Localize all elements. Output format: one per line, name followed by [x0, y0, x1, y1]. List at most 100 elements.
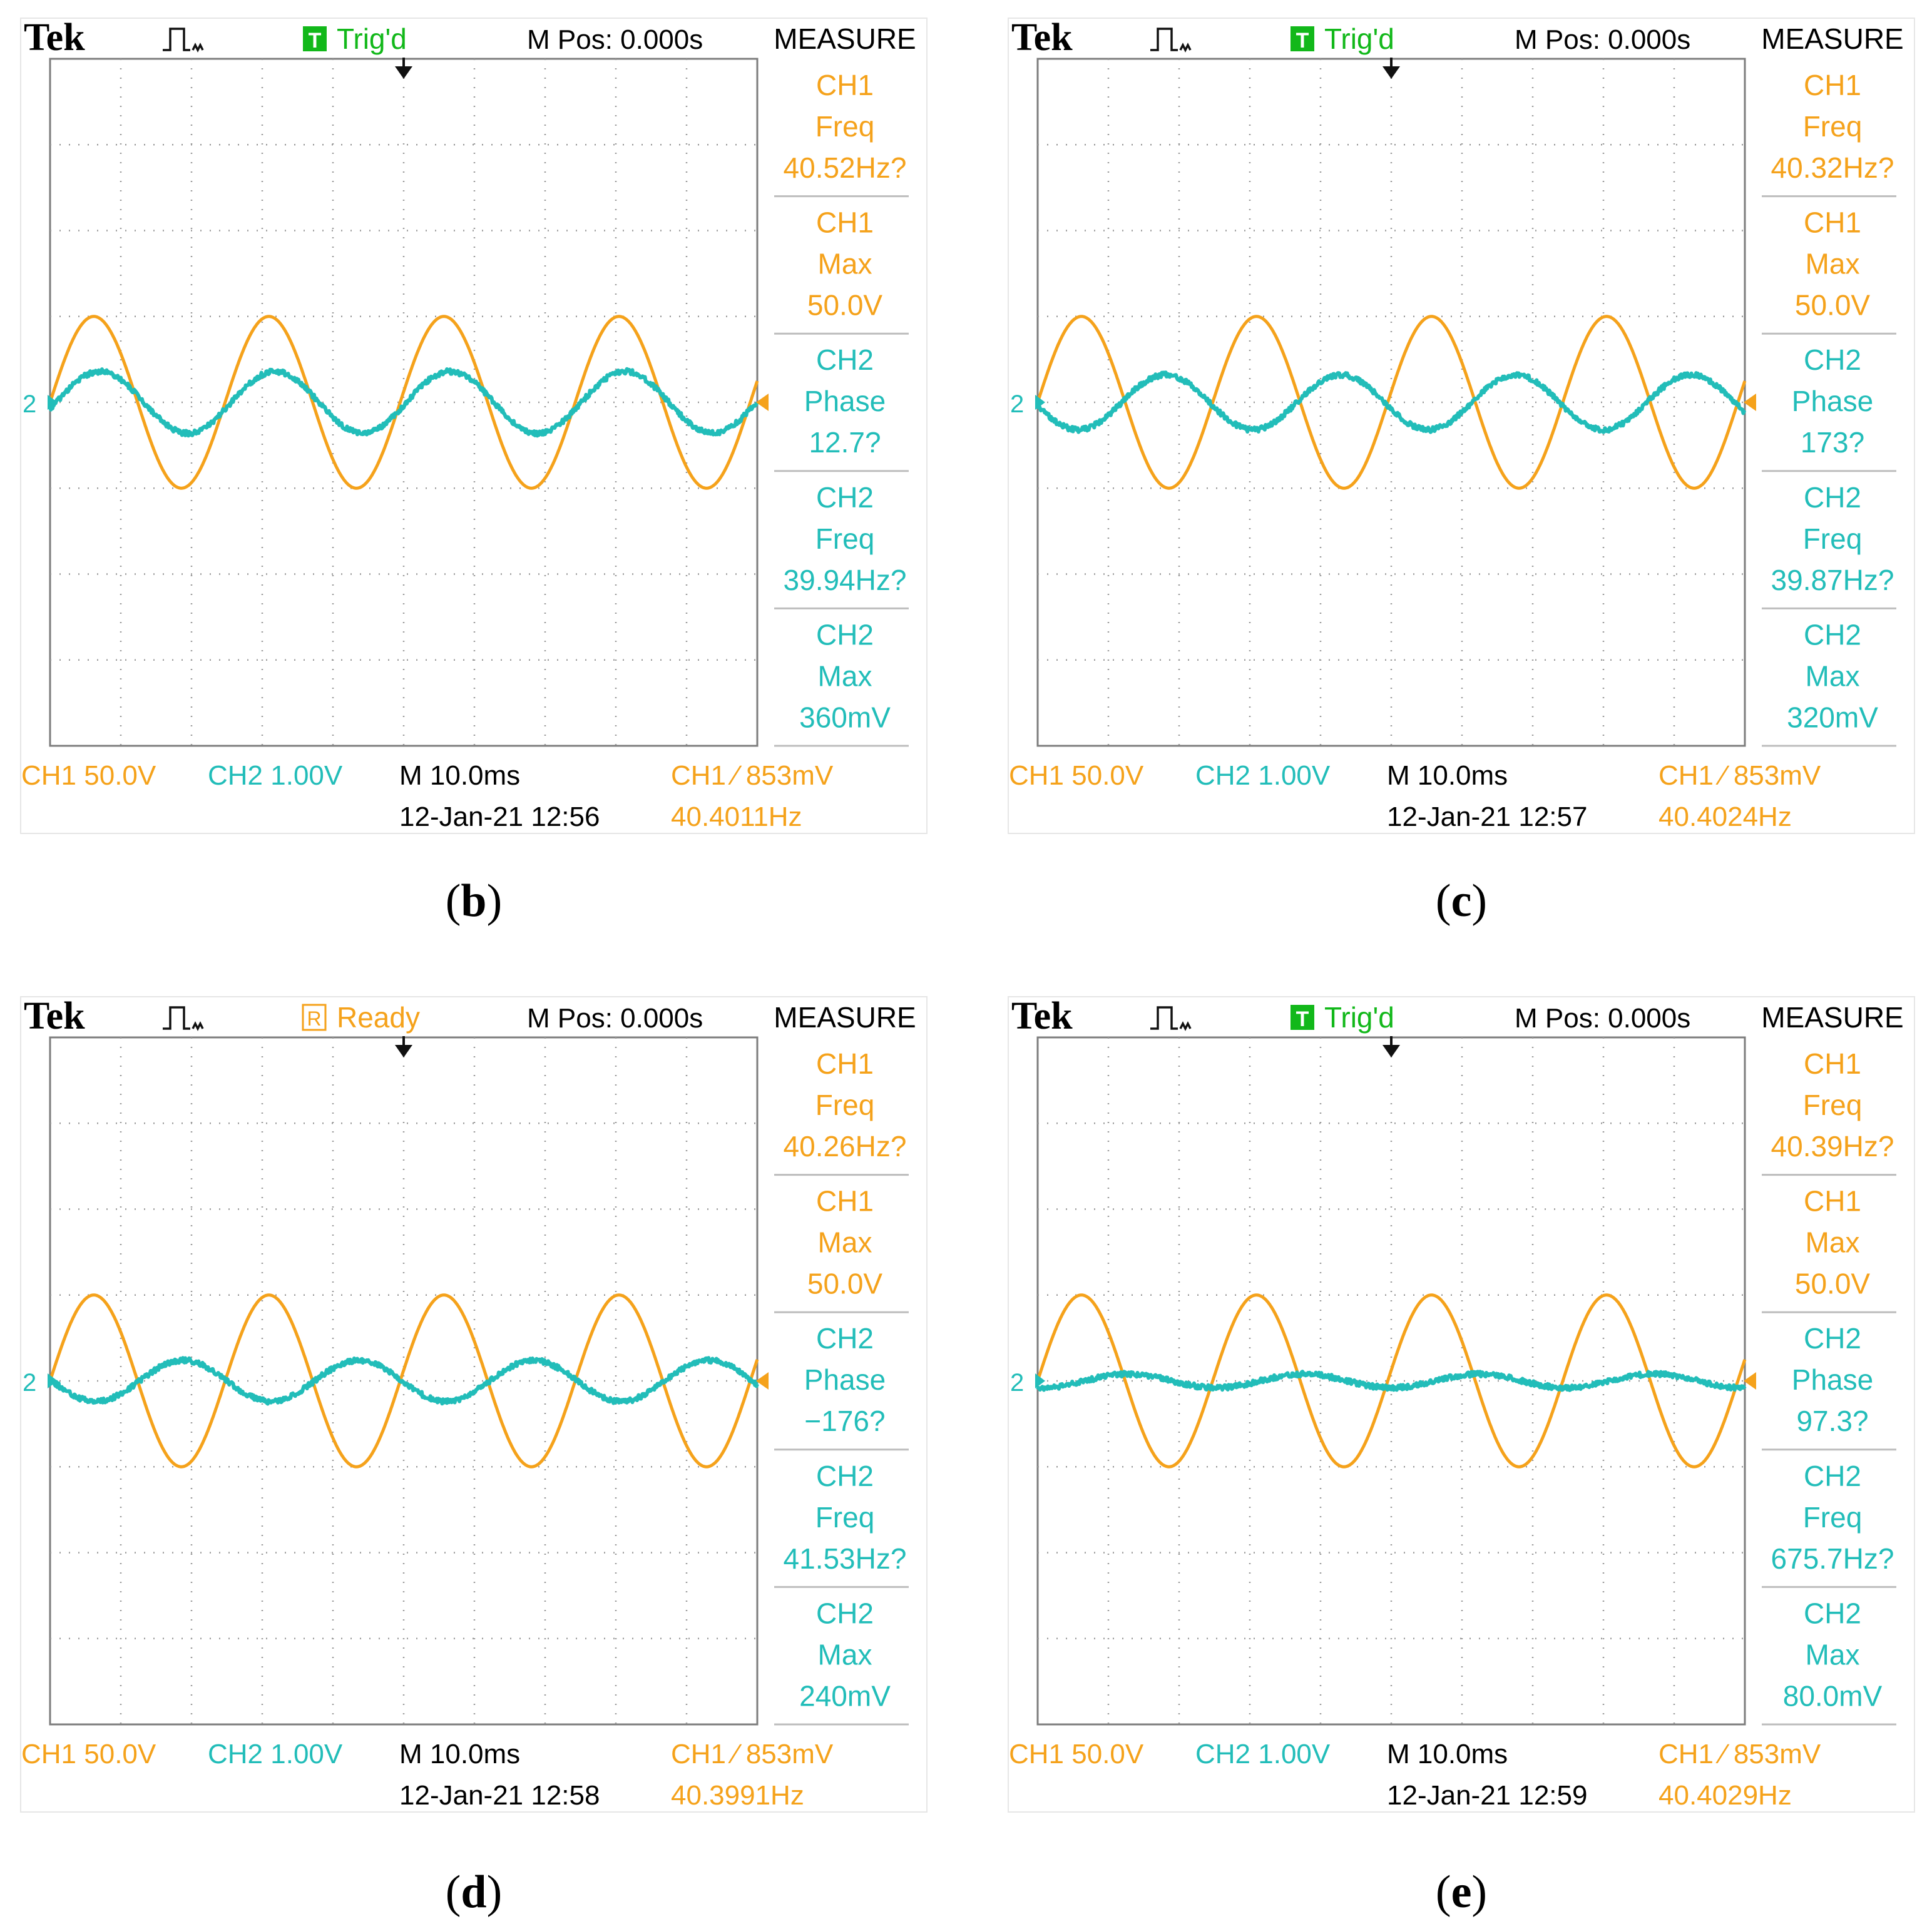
measurement-channel: CH2: [816, 618, 874, 651]
measurement-ch1-freq: CH1 Freq 40.32Hz?: [1762, 69, 1896, 198]
caption-letter: d: [461, 1866, 487, 1918]
trigger-badge-letter: T: [1296, 29, 1309, 53]
trigger-level-marker: [1744, 394, 1756, 411]
ch2-waveform: [49, 1356, 759, 1406]
measurement-name: Phase: [1792, 385, 1873, 417]
measurement-channel: CH2: [1804, 618, 1861, 651]
trigger-frequency: 40.4011Hz: [671, 802, 802, 832]
measurement-channel: CH1: [1804, 69, 1861, 101]
ch2-scale: CH2 1.00V: [1195, 760, 1331, 791]
measurement-ch2-phase: CH2 Phase 173?: [1762, 344, 1896, 472]
trigger-position-marker: [395, 66, 412, 79]
measurement-channel: CH2: [816, 1322, 874, 1355]
measurement-value: 675.7Hz?: [1771, 1542, 1894, 1575]
trigger-readout: CH1 ∕ 853mV: [671, 760, 834, 791]
horizontal-position-readout: M Pos: 0.000s: [527, 1003, 703, 1034]
ch1-scale: CH1 50.0V: [1009, 760, 1144, 791]
trigger-badge-letter: R: [307, 1007, 321, 1030]
brand-logo: Tek: [24, 996, 85, 1037]
brand-logo: Tek: [1011, 18, 1073, 59]
scope-chart: 2 Tek T Trig'd M Pos: 0.000s MEASURE CH1 Freq 40…: [1009, 18, 1904, 832]
measurement-name: Freq: [815, 1089, 875, 1121]
measurement-channel: CH1: [816, 1185, 874, 1218]
measure-menu-title: MEASURE: [774, 23, 916, 55]
measurement-name: Phase: [804, 1363, 886, 1396]
ch2-waveform: [48, 367, 759, 438]
measurement-name: Freq: [815, 1501, 875, 1534]
measurement-ch2-freq: CH2 Freq 41.53Hz?: [774, 1460, 909, 1588]
trigger-status-badge: [1291, 26, 1314, 51]
trigger-readout: CH1 ∕ 853mV: [1659, 760, 1821, 791]
measure-menu-title: MEASURE: [774, 1001, 916, 1034]
trigger-status-text: Trig'd: [337, 23, 407, 55]
measurement-value: 50.0V: [807, 1268, 883, 1300]
trigger-position-marker: [395, 1045, 412, 1057]
measurement-value: 320mV: [1787, 701, 1878, 733]
measurement-channel: CH2: [1804, 1597, 1861, 1629]
figure-caption: (d): [445, 1866, 503, 1918]
caption-letter: b: [461, 875, 487, 927]
measurement-name: Max: [818, 1226, 872, 1259]
measurement-value: 39.94Hz?: [784, 564, 907, 596]
measurement-name: Freq: [1803, 1089, 1863, 1121]
measurement-value: 80.0mV: [1783, 1679, 1883, 1712]
measurement-name: Max: [818, 248, 872, 280]
trigger-badge-letter: T: [309, 29, 322, 53]
horizontal-position-readout: M Pos: 0.000s: [1515, 1003, 1690, 1034]
measurement-ch1-freq: CH1 Freq 40.26Hz?: [774, 1047, 909, 1176]
measurement-value: 12.7?: [809, 426, 881, 459]
measurement-ch1-max: CH1 Max 50.0V: [1762, 1185, 1896, 1313]
graticule-grid: [50, 59, 757, 746]
graticule-grid: [50, 1037, 757, 1724]
timebase-readout: M 10.0ms: [1387, 760, 1508, 791]
measurement-ch2-phase: CH2 Phase 97.3?: [1762, 1322, 1896, 1451]
date-time: 12-Jan-21 12:58: [399, 1780, 600, 1811]
timebase-readout: M 10.0ms: [399, 760, 520, 791]
measurement-value: 40.26Hz?: [784, 1130, 907, 1163]
graticule-grid: [1038, 1037, 1745, 1724]
measurement-channel: CH2: [816, 481, 874, 514]
scope-chart: 2 Tek R Ready M Pos: 0.000s MEASURE CH1 Freq 40.…: [21, 996, 916, 1811]
ch1-waveform: [48, 315, 759, 490]
measurement-ch1-max: CH1 Max 50.0V: [1762, 206, 1896, 335]
ch1-waveform: [1036, 1293, 1747, 1468]
measurement-channel: CH2: [816, 344, 874, 376]
measurement-value: 39.87Hz?: [1771, 564, 1894, 596]
trigger-status-text: Trig'd: [1324, 23, 1394, 55]
acquisition-mode-icon: [163, 28, 204, 53]
trigger-readout: CH1 ∕ 853mV: [671, 1739, 834, 1769]
figure-caption: (c): [1435, 875, 1488, 927]
scope-chart: 2 Tek T Trig'd M Pos: 0.000s MEASURE CH1 Freq 40…: [21, 18, 916, 832]
brand-logo: Tek: [1011, 996, 1073, 1037]
ch2-level-marker: [48, 395, 58, 410]
caption-letter: e: [1451, 1866, 1472, 1918]
measure-menu-title: MEASURE: [1761, 1001, 1903, 1034]
measurement-value: 50.0V: [1795, 1268, 1871, 1300]
measurement-ch1-freq: CH1 Freq 40.39Hz?: [1762, 1047, 1896, 1176]
trigger-status-badge: [1291, 1005, 1314, 1030]
measurement-value: 41.53Hz?: [784, 1542, 907, 1575]
measurement-name: Max: [1806, 1226, 1860, 1259]
trigger-badge-letter: T: [1296, 1007, 1309, 1031]
trigger-frequency: 40.4029Hz: [1659, 1780, 1792, 1811]
measurement-ch1-freq: CH1 Freq 40.52Hz?: [774, 69, 909, 198]
measurement-value: 173?: [1801, 426, 1864, 459]
measurement-channel: CH1: [1804, 1047, 1861, 1080]
measurement-ch2-max: CH2 Max 360mV: [774, 618, 909, 747]
measurement-value: 240mV: [799, 1679, 891, 1712]
ch2-marker-label: 2: [1010, 390, 1024, 418]
measurement-name: Freq: [815, 522, 875, 555]
horizontal-position-readout: M Pos: 0.000s: [527, 24, 703, 55]
ch1-scale: CH1 50.0V: [21, 1739, 156, 1769]
trigger-status-badge: [302, 1004, 327, 1031]
horizontal-position-readout: M Pos: 0.000s: [1515, 24, 1690, 55]
measurement-ch2-max: CH2 Max 240mV: [774, 1597, 909, 1726]
measurement-channel: CH2: [1804, 481, 1861, 514]
acquisition-mode-icon: [163, 1006, 204, 1031]
measurement-channel: CH2: [1804, 1322, 1861, 1355]
ch2-marker-label: 2: [23, 390, 36, 418]
measurement-channel: CH1: [1804, 206, 1861, 239]
ch2-level-marker: [1035, 1373, 1045, 1388]
trigger-position-marker: [1383, 1045, 1400, 1057]
measurement-ch1-max: CH1 Max 50.0V: [774, 1185, 909, 1313]
